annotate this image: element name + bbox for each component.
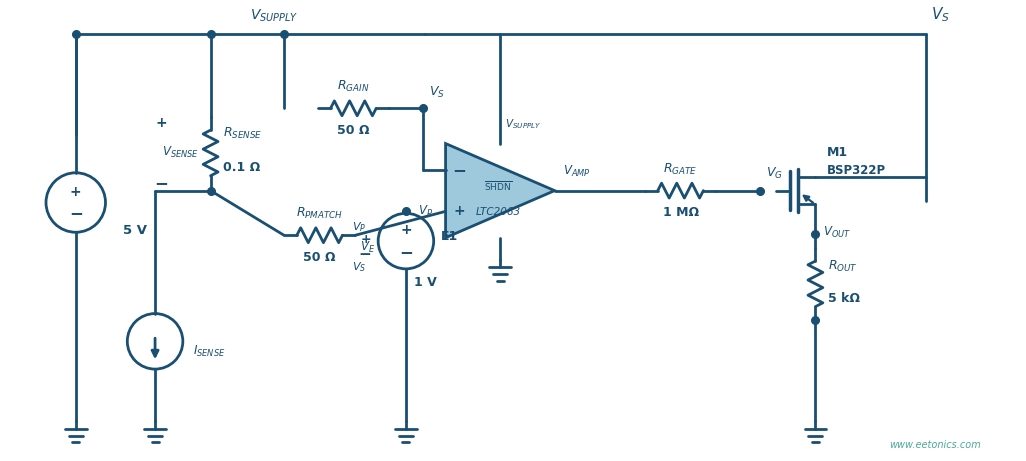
Text: $V_{SUPPLY}$: $V_{SUPPLY}$ (249, 8, 299, 24)
Text: −: − (154, 174, 168, 192)
Text: 0.1 Ω: 0.1 Ω (224, 161, 261, 174)
Text: 5 V: 5 V (123, 224, 148, 237)
Text: $R_{GATE}$: $R_{GATE}$ (664, 162, 698, 177)
Polygon shape (445, 143, 555, 238)
Text: 50 Ω: 50 Ω (304, 251, 336, 264)
Text: LTC2063: LTC2063 (476, 207, 520, 218)
Text: +: + (400, 223, 411, 237)
Text: $R_{SENSE}$: $R_{SENSE}$ (224, 125, 263, 141)
Text: M1: M1 (827, 147, 849, 160)
Text: $V_E$: $V_E$ (360, 240, 376, 255)
Text: +: + (360, 233, 371, 246)
Text: $V_{SUPPLY}$: $V_{SUPPLY}$ (505, 117, 542, 130)
Text: −: − (399, 243, 412, 261)
Text: 50 Ω: 50 Ω (338, 124, 369, 137)
Text: $V_P$: $V_P$ (352, 220, 366, 234)
Text: $V_{SENSE}$: $V_{SENSE}$ (162, 145, 199, 160)
Text: 5 kΩ: 5 kΩ (828, 292, 860, 305)
Text: +: + (70, 184, 81, 199)
Text: $V_S$: $V_S$ (932, 6, 950, 24)
Text: $V_S$: $V_S$ (352, 260, 366, 274)
Text: −: − (452, 161, 467, 179)
Text: $V_{OUT}$: $V_{OUT}$ (823, 225, 852, 240)
Text: $\overline{\mathsf{SHDN}}$: $\overline{\mathsf{SHDN}}$ (484, 179, 512, 193)
Text: $R_{OUT}$: $R_{OUT}$ (828, 259, 858, 273)
Text: +: + (155, 116, 167, 130)
Text: BSP322P: BSP322P (827, 164, 886, 177)
Text: −: − (69, 204, 83, 222)
Text: $R_{GAIN}$: $R_{GAIN}$ (338, 79, 369, 95)
Text: $V_{AMP}$: $V_{AMP}$ (562, 164, 590, 179)
Text: +: + (453, 204, 465, 219)
Text: $V_S$: $V_S$ (429, 85, 444, 100)
Text: $I_{SENSE}$: $I_{SENSE}$ (193, 344, 225, 359)
Text: 1 MΩ: 1 MΩ (663, 207, 699, 219)
Text: 1 V: 1 V (413, 276, 437, 289)
Text: −: − (358, 248, 371, 262)
Text: $V_G$: $V_G$ (765, 165, 783, 181)
Text: E1: E1 (440, 230, 458, 242)
Text: $V_P$: $V_P$ (418, 204, 433, 219)
Text: www.eetonics.com: www.eetonics.com (890, 440, 981, 450)
Text: $R_{PMATCH}$: $R_{PMATCH}$ (297, 206, 344, 221)
